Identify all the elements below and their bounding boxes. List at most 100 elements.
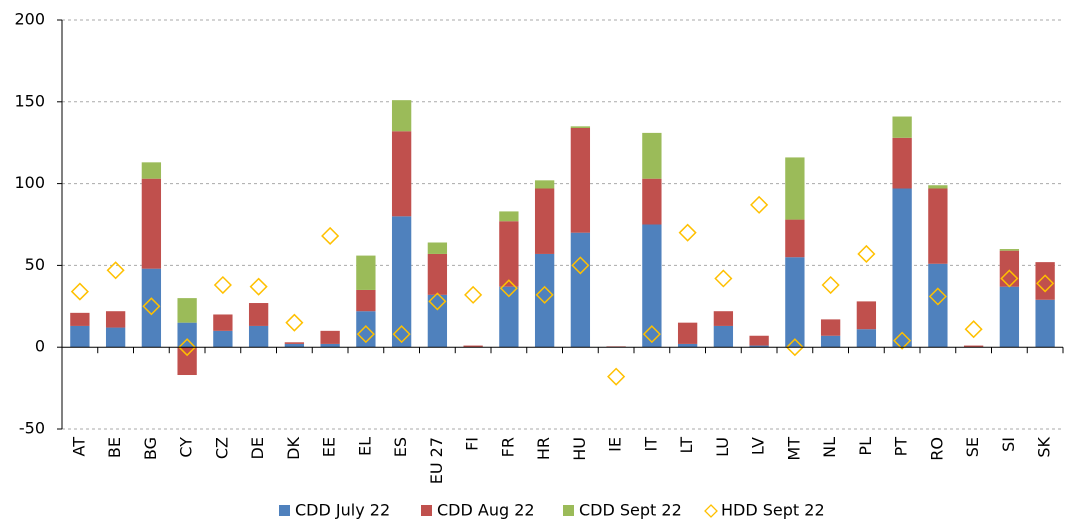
bar-segment [642,178,662,225]
x-tick-label: EU 27 [427,437,446,484]
diamond-marker [893,331,912,350]
diamond-marker [750,195,769,214]
bar-segment [785,257,805,348]
bar-segment [534,188,555,254]
bar-segment [70,312,90,326]
diamond-marker [356,325,375,344]
diamond-marker [678,223,697,242]
bar-segment [785,219,805,258]
diamond-marker [642,325,661,344]
diamond-marker [821,275,840,295]
bar-segment [463,345,483,348]
diamond-marker [106,261,125,280]
x-tick-label: HU [570,437,589,461]
bar-segment [213,314,233,331]
x-tick-label: SE [963,437,982,457]
diamond-marker [964,320,983,339]
x-tick-label: CY [177,437,196,458]
x-tick-label: NL [820,437,839,458]
diamond-marker [70,282,89,301]
diamond-marker [142,297,161,316]
bar-segment [999,249,1020,251]
diamond-marker [607,367,626,386]
x-tick-label: AT [69,437,88,457]
bar-segment [356,255,376,290]
bar-segment [284,343,305,348]
y-tick-label: 200 [14,10,45,29]
diamond-marker [178,338,197,357]
legend-label: CDD July 22 [295,501,390,520]
bar-segment [749,335,769,346]
bar-segment [320,343,340,348]
bar-segment [999,250,1020,287]
legend-marker [704,504,718,518]
x-tick-label: LU [713,437,732,457]
diamond-marker [571,256,590,275]
x-tick-label: CZ [212,437,231,459]
legend-label: HDD Sept 22 [721,501,825,520]
x-tick-label: EE [320,437,339,457]
legend-marker [563,505,574,516]
diamond-marker [535,285,554,304]
y-tick-label: 0 [35,337,45,356]
bar-segment [785,157,805,220]
bar-segment [391,131,412,217]
bar-segment [642,224,662,348]
bar-segment [499,286,519,348]
bar-segment [570,126,591,128]
bar-segment [320,330,340,344]
bar-segment [70,325,90,348]
x-tick-label: SI [999,437,1018,452]
legend-marker [279,505,290,516]
bar-segment [963,345,984,348]
diamond-marker [249,277,268,296]
x-tick-label: PT [892,437,911,457]
bar-segment [356,289,376,312]
bar-segment [499,221,519,287]
diamond-marker [428,292,447,311]
x-tick-label: ES [391,437,410,457]
y-tick-label: -50 [19,419,45,438]
x-tick-label: IE [606,437,625,452]
x-tick-label: DE [248,437,267,459]
bar-segment [677,343,698,348]
diamond-marker [785,338,804,357]
bar-segment [999,286,1020,348]
x-tick-label: EL [355,437,374,456]
diamond-marker [499,279,518,298]
bar-segment [892,137,912,189]
bar-segment [534,180,555,189]
x-tick-label: PL [856,437,875,456]
bar-segment [749,345,769,348]
bar-segment [820,335,841,348]
bar-segment [177,322,197,348]
legend-label: CDD Sept 22 [579,501,682,520]
diamond-marker [321,226,340,246]
bar-segment [642,132,662,179]
bar-segment [928,185,948,189]
legend-label: CDD Aug 22 [437,501,535,520]
x-tick-label: MT [784,437,803,461]
bar-segment [677,322,698,344]
bar-segment [427,253,448,295]
diamond-marker [1036,274,1055,293]
bar-segment [499,211,519,222]
diamond-marker [928,287,947,306]
x-tick-label: RO [927,437,946,461]
x-tick-label: SK [1035,437,1054,458]
x-tick-label: HR [534,437,553,460]
bar-segment [248,325,269,348]
x-tick-label: FR [498,437,517,457]
bar-segment [391,216,412,348]
bar-segment [534,253,555,348]
y-tick-label: 50 [25,255,45,274]
diamond-marker [285,313,304,332]
x-tick-label: LT [677,437,696,454]
bar-segment [856,329,877,348]
bar-segment [213,330,233,348]
bar-segment [1035,299,1055,348]
bar-segment [713,311,734,326]
y-tick-label: 100 [14,173,45,192]
bar-segment [141,178,162,269]
bar-segment [570,232,591,348]
